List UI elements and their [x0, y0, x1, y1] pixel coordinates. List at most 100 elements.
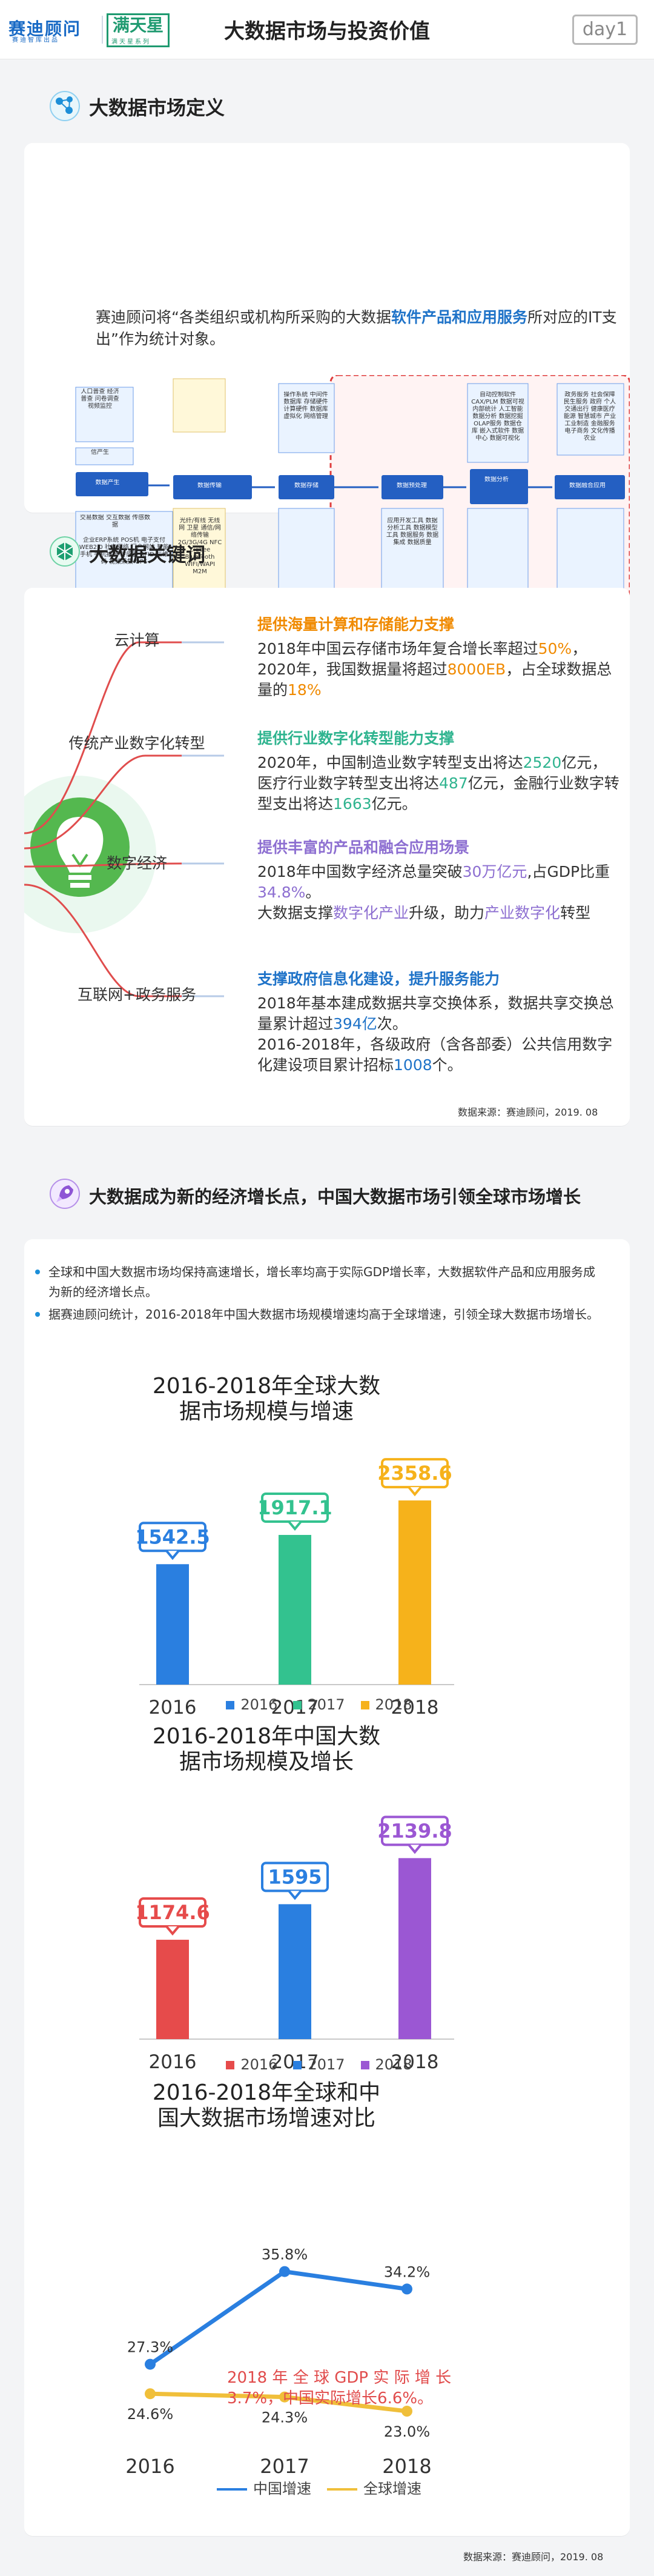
data-label-pointer [165, 1549, 180, 1560]
source-keywords: 数据来源：赛迪顾问，2019. 08 [458, 1107, 598, 1118]
diagram-label: 信产生 [91, 449, 109, 456]
keyword-label: 云计算 [114, 631, 160, 649]
rocket-icon [50, 1179, 80, 1209]
legend-item: 2017 [293, 2056, 345, 2073]
text: ，占全球数据总量的 [257, 661, 612, 699]
value: 30万亿元 [462, 863, 527, 880]
intro-text: 赛迪顾问将“各类组织或机构所采购的大数据 [96, 308, 391, 326]
data-label: 35.8% [262, 2246, 308, 2263]
diagram-label: 自动控制软件 CAX/PLM 数据可视 内部统计 人工智能 数据分析 数据挖掘 … [471, 391, 524, 442]
gdp-note: 2018 年 全 球 GDP 实 际 增 长 3.7%，中国实际增长6.6%。 [227, 2369, 452, 2408]
top-bar: 赛迪顾问 赛迪智库出品 满天星 满天星系列 大数据市场与投资价值 day1 [0, 0, 654, 59]
intro-highlight: 软件产品和应用服务 [391, 308, 527, 326]
data-label: 24.6% [127, 2406, 173, 2423]
diagram-label: 数据产生 [95, 479, 120, 486]
text: 次。 [377, 1015, 408, 1033]
text: 升级，助力 [409, 904, 485, 922]
growth-card: 全球和中国大数据市场均保持高速增长，增长率均高于实际GDP增长率，大数据软件产品… [24, 1239, 630, 2536]
diagram-label: 数据传输 [197, 482, 222, 489]
data-point [145, 2388, 156, 2400]
keyword-heading: 提供丰富的产品和融合应用场景 [257, 839, 470, 856]
legend-item: 2017 [293, 1696, 345, 1713]
cube-icon [50, 536, 80, 567]
x-tick-label: 2018 [382, 2455, 431, 2478]
keyword-details: 2018年中国数字经济总量突破30万亿元,占GDP比重 34.8%。 大数据支撑数字… [257, 862, 621, 924]
legend-label: 2017 [308, 2056, 345, 2073]
x-tick-label: 2016 [149, 1697, 197, 1719]
data-label: 1595 [268, 1865, 322, 1888]
data-label: 23.0% [384, 2423, 430, 2440]
section-title-definition: 大数据市场定义 [89, 96, 225, 119]
logo-divider [102, 16, 103, 44]
data-label-pointer [408, 1844, 422, 1854]
text: 亿元，金融行业数字转型支出将达 [257, 774, 619, 813]
diagram-label: 光纤/有线 无线网 卫星 通信/网络传输 2G/3G/4G NFC Zigbee… [177, 518, 222, 575]
data-point [279, 2391, 290, 2403]
keyword-label: 传统产业数字化转型 [68, 734, 205, 752]
diagram-label: 企业ERP系统 POS机 电子支付 WEB2.0 社交网络 门户网站 智能手机 … [79, 537, 170, 565]
data-point [279, 2266, 290, 2277]
chart-title-china: 2016-2018年中国大数据市场规模及增长 [152, 1724, 381, 1774]
growth-bullet: 据赛迪顾问统计，2016-2018年中国大数据市场规模增速均高于全球增速，引领全… [35, 1305, 606, 1325]
legend-label: 2016 [240, 1696, 278, 1713]
diagram-label: 操作系统 中间件 数据库 存储硬件 计算硬件 数据库 虚拟化 网络管理 [283, 391, 328, 420]
data-label-pointer [288, 1520, 302, 1531]
definition-intro: 赛迪顾问将“各类组织或机构所采购的大数据软件产品和应用服务所对应的IT支出”作为… [96, 307, 641, 350]
legend-label: 2018 [375, 2056, 412, 2073]
text: 大数据支撑 [257, 904, 334, 922]
legend-item: 中国增速 [217, 2480, 311, 2497]
data-label-box [261, 1862, 329, 1892]
global-chart-legend: 2016 2017 2018 [24, 1696, 630, 1713]
text: 亿元，医疗行业数字转型支出将达 [257, 754, 607, 792]
keyword-heading: 提供行业数字化转型能力支撑 [257, 730, 455, 747]
data-label: 1174.6 [135, 1901, 210, 1924]
x-tick-label: 2016 [125, 2455, 174, 2478]
value: 1663 [333, 795, 372, 813]
value: 1008 [394, 1056, 432, 1074]
text: ， [572, 640, 587, 657]
china-market-chart: 1174.6 2016 1595 2017 2139.8 2018 [135, 1816, 454, 2073]
text: 个。 [432, 1056, 463, 1074]
value: 18% [288, 681, 322, 699]
keyword-details: 2018年基本建成数据共享交换体系，数据共享交换总量累计超过394亿次。 2016… [257, 993, 621, 1076]
section-title-growth: 大数据成为新的经济增长点，中国大数据市场引领全球市场增长 [89, 1186, 581, 1207]
value: 8000EB [447, 661, 506, 678]
bar [398, 1858, 431, 2039]
text: 亿元。 [371, 795, 417, 813]
data-label: 24.3% [262, 2409, 308, 2426]
network-icon [50, 91, 80, 121]
saidi-logo: 赛迪顾问 [8, 19, 82, 39]
legend-label: 中国增速 [253, 2480, 311, 2497]
data-label-pointer [165, 1925, 180, 1936]
legend-swatch [217, 2488, 247, 2491]
text: ,占GDP比重 [527, 863, 610, 880]
saidi-logo-subtitle: 赛迪智库出品 [12, 37, 59, 44]
data-point [401, 2406, 412, 2417]
legend-item: 2018 [360, 2056, 412, 2073]
data-point [145, 2358, 156, 2370]
diagram-label: 交易数据 交互数据 传感数据 [79, 514, 151, 528]
legend-swatch [360, 2061, 369, 2069]
data-label-pointer [288, 1890, 302, 1900]
value: 50% [538, 640, 572, 657]
legend-label: 2016 [240, 2056, 278, 2073]
data-label-pointer [408, 1486, 422, 1497]
chart-title-growth-comparison: 2016-2018年全球和中国大数据市场增速对比 [152, 2080, 381, 2131]
text: 2020年，我国数据量将超过 [257, 661, 448, 678]
growth-comparison-chart: 27.3% 35.8% 34.2% 24.6% 24.3% 23.0% 2016 2017 20… [125, 2246, 431, 2478]
source-growth: 数据来源：赛迪顾问，2019. 08 [463, 2551, 604, 2563]
diagram-label: 数据预处理 [397, 482, 427, 489]
keyword-heading: 支撑政府信息化建设，提升服务能力 [257, 970, 500, 988]
mantianxing-logo-subtitle: 满天星系列 [111, 39, 151, 45]
text: 。 [305, 884, 321, 901]
legend-swatch [360, 1701, 369, 1709]
legend-item: 2016 [226, 1696, 277, 1713]
data-label-box [261, 1492, 329, 1523]
intro-text-end: 所对应的IT支出”作为统计对象。 [96, 308, 617, 348]
text: 2018年中国云存储市场年复合增长率超过 [257, 640, 538, 657]
section-title-keywords: 大数据关键词 [89, 543, 206, 566]
day-badge: day1 [572, 15, 638, 45]
china-chart-legend: 2016 2017 2018 [24, 2056, 630, 2073]
legend-swatch [327, 2488, 357, 2491]
